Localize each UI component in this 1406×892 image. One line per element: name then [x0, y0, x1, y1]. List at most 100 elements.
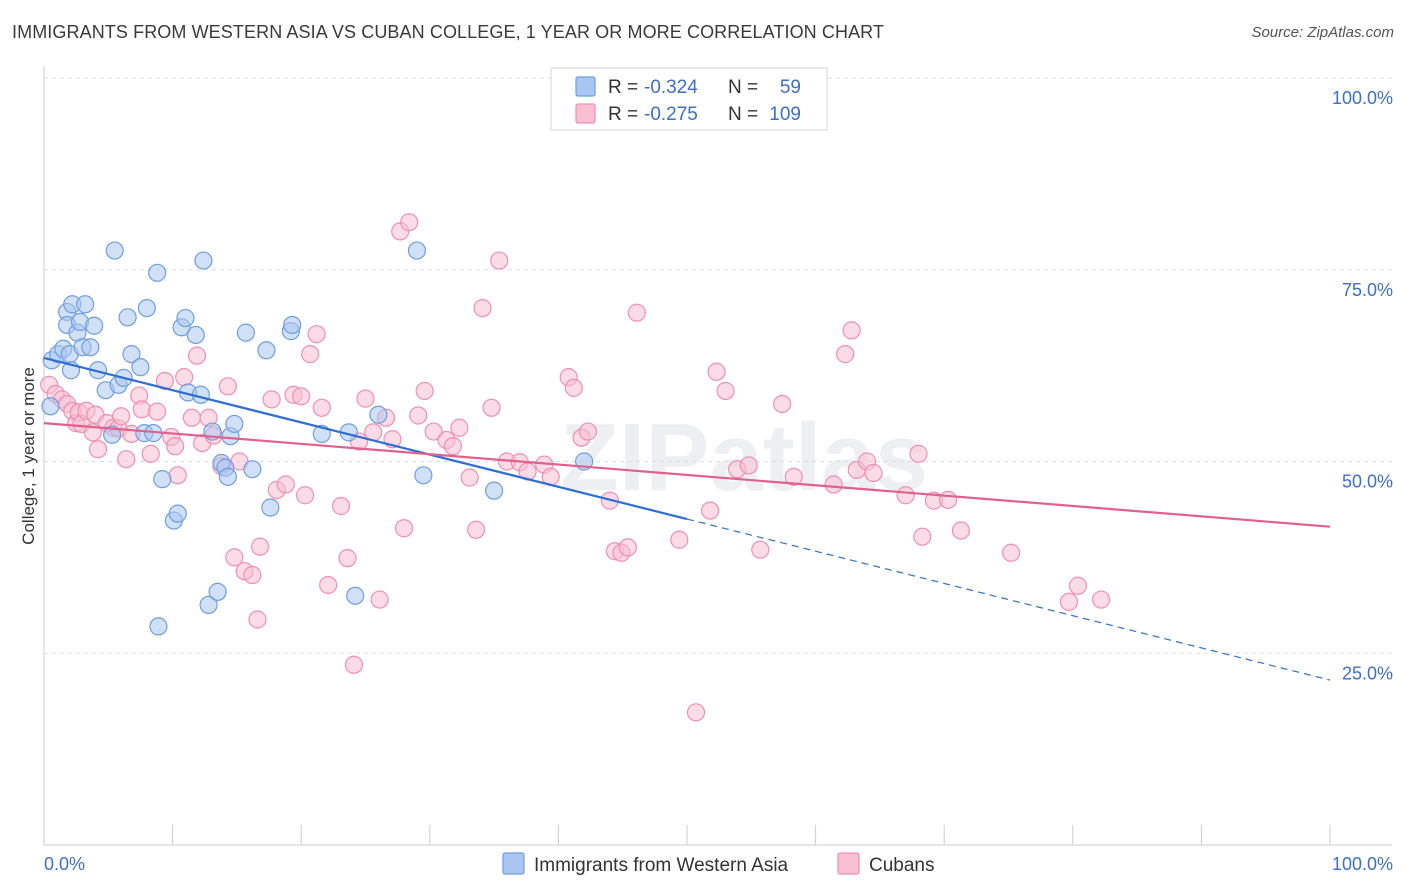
scatter-point [88, 440, 108, 459]
scatter-point [243, 565, 262, 585]
scatter-point [443, 437, 463, 456]
legend-r-value: -0.275 [644, 104, 698, 125]
scatter-point [407, 241, 427, 260]
scatter-point [218, 377, 237, 396]
scatter-point [466, 520, 486, 539]
scatter-point [460, 468, 479, 487]
scatter-point [773, 394, 792, 414]
axes [43, 66, 1392, 846]
scatter-point [739, 456, 758, 475]
scatter-point [262, 390, 281, 409]
scatter-point [132, 400, 151, 419]
scatter-point [913, 527, 932, 546]
scatter-point [276, 475, 295, 494]
legend-n-label: N = [728, 104, 758, 125]
scatter-points [40, 213, 1111, 722]
scatter-point [1091, 590, 1111, 609]
scatter-point [137, 299, 156, 318]
legend-swatch [575, 103, 596, 124]
scatter-point [168, 466, 187, 485]
scatter-point [578, 422, 598, 441]
scatter-point [187, 346, 207, 365]
scatter-point [415, 381, 434, 401]
scatter-point [409, 406, 428, 425]
scatter-point [176, 308, 195, 328]
legend-n-value: 109 [769, 104, 801, 125]
scatter-point [225, 414, 244, 434]
scatter-point [356, 389, 375, 408]
x-tick-labels: 0.0% 100.0% [44, 854, 1393, 874]
scatter-point [175, 368, 194, 387]
scatter-point [482, 398, 501, 417]
scatter-point [118, 308, 137, 327]
scatter-point [400, 213, 419, 232]
scatter-point [312, 398, 331, 417]
legend-box: R = -0.324 N = 59 R = -0.275 N = 109 [550, 67, 828, 131]
scatter-point [369, 405, 388, 424]
scatter-point [257, 341, 276, 360]
y-tick-label: 50.0% [1342, 472, 1393, 492]
scatter-point [1001, 543, 1021, 562]
scatter-point [182, 408, 201, 427]
legend-swatch [575, 76, 596, 97]
scatter-point [346, 586, 365, 605]
bottom-legend: Immigrants from Western Asia Cubans [502, 852, 935, 876]
scatter-point [218, 467, 237, 486]
y-tick-label: 75.0% [1342, 280, 1393, 300]
scatter-point [148, 402, 167, 421]
scatter-point [1059, 592, 1079, 611]
scatter-point [414, 466, 433, 485]
scatter-point [149, 617, 168, 636]
scatter-point [248, 610, 267, 629]
scatter-point [243, 460, 262, 479]
chart-title: IMMIGRANTS FROM WESTERN ASIA VS CUBAN CO… [12, 22, 885, 42]
x-tick-label-max: 100.0% [1332, 854, 1393, 874]
scatter-point [618, 538, 637, 557]
legend-r-label: R = [608, 77, 638, 98]
legend-n-label: N = [728, 77, 758, 98]
trend-line-extension [686, 518, 1331, 681]
scatter-point [153, 470, 172, 489]
scatter-point [105, 241, 124, 260]
scatter-point [319, 575, 338, 595]
scatter-point [951, 521, 971, 540]
scatter-point [76, 295, 95, 314]
scatter-point [701, 501, 720, 520]
scatter-point [338, 549, 357, 568]
scatter-point [250, 537, 270, 556]
bottom-legend-swatch [837, 852, 860, 875]
scatter-point [307, 325, 326, 344]
scatter-point [292, 387, 311, 406]
scatter-point [627, 303, 646, 322]
scatter-point [707, 362, 726, 381]
scatter-point [85, 316, 104, 335]
scatter-point [117, 450, 136, 469]
scatter-point [122, 345, 141, 364]
scatter-point [295, 486, 315, 505]
trend-lines [43, 356, 1331, 681]
legend-frame [550, 67, 828, 131]
scatter-point [148, 263, 167, 282]
trend-line [43, 356, 688, 521]
scatter-point [236, 323, 256, 342]
legend-n-value: 59 [780, 77, 801, 98]
scatter-point [716, 381, 735, 401]
scatter-point [141, 444, 160, 463]
source-label: Source: ZipAtlas.com [1251, 24, 1394, 41]
scatter-point [168, 504, 187, 523]
scatter-point [331, 496, 351, 516]
scatter-point [564, 378, 583, 397]
bottom-legend-swatch [502, 852, 525, 875]
trend-line [43, 422, 1331, 528]
scatter-point [208, 582, 227, 601]
scatter-point [166, 437, 185, 456]
scatter-point [103, 425, 122, 444]
scatter-point [686, 703, 706, 722]
scatter-point [670, 530, 689, 549]
scatter-point [784, 467, 803, 486]
y-axis-label: College, 1 year or more [19, 367, 38, 545]
scatter-point [485, 481, 504, 500]
legend-r-label: R = [608, 104, 638, 125]
scatter-point [155, 371, 174, 391]
